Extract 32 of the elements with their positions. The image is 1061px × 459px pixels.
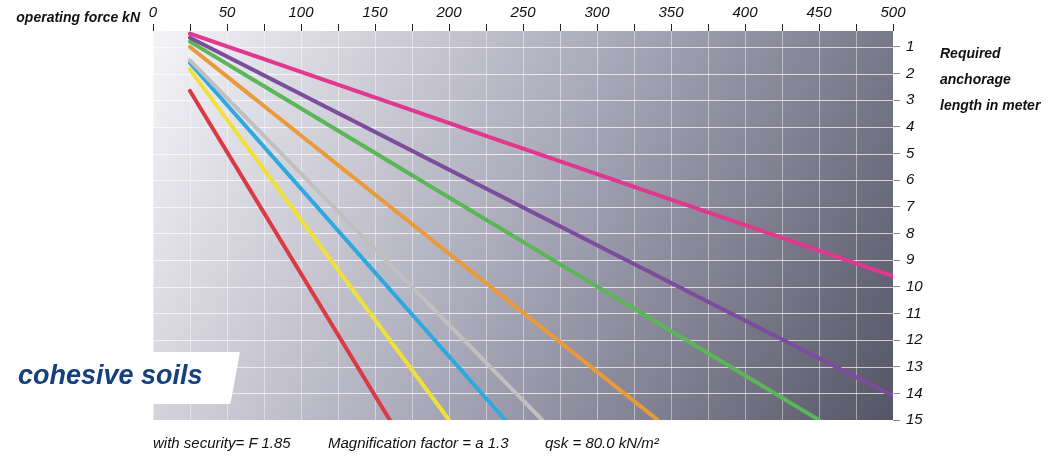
x-tick-label: 250 — [509, 3, 537, 21]
x-tick-label: 350 — [658, 3, 685, 21]
x-tick-label: 500 — [880, 3, 907, 21]
x-tick-label: 300 — [584, 3, 611, 21]
y-tick-label: 11 — [906, 303, 922, 321]
y-tick-label: 10 — [906, 276, 924, 294]
text: with security= F 1.85 — [153, 434, 291, 451]
y-tick-label: 4 — [906, 117, 915, 135]
y-tick-label: 1 — [906, 37, 915, 55]
y-axis-title: Required anchorage length in meter — [940, 44, 1042, 115]
x-tick-label: 450 — [806, 3, 833, 21]
y-tick-label: 14 — [906, 383, 923, 401]
y-tick-label: 3 — [906, 90, 915, 108]
x-tick-label: 0 — [148, 3, 158, 21]
x-tick-label: 200 — [435, 3, 463, 21]
y-tick-label: 12 — [906, 330, 924, 348]
y-tick-label: 15 — [906, 410, 924, 428]
y-tick-label: 9 — [906, 250, 915, 268]
y-tick-label: 5 — [906, 143, 915, 161]
y-tick-label: 7 — [906, 197, 915, 215]
x-tick-label: 400 — [732, 3, 759, 21]
x-axis-title: operating force kN — [15, 9, 140, 25]
x-tick-label: 50 — [218, 3, 236, 21]
x-tick-label: 150 — [362, 3, 389, 21]
text: cohesive soils — [18, 360, 203, 391]
y-tick-label: 13 — [906, 356, 924, 374]
y-tick-label: 6 — [906, 170, 915, 188]
y-tick-label: 8 — [906, 223, 915, 241]
text: qsk = 80.0 kN/m² — [545, 434, 659, 451]
y-tick-label: 2 — [905, 63, 915, 81]
text: Magnification factor = a 1.3 — [328, 434, 509, 451]
x-tick-label: 100 — [288, 3, 315, 21]
